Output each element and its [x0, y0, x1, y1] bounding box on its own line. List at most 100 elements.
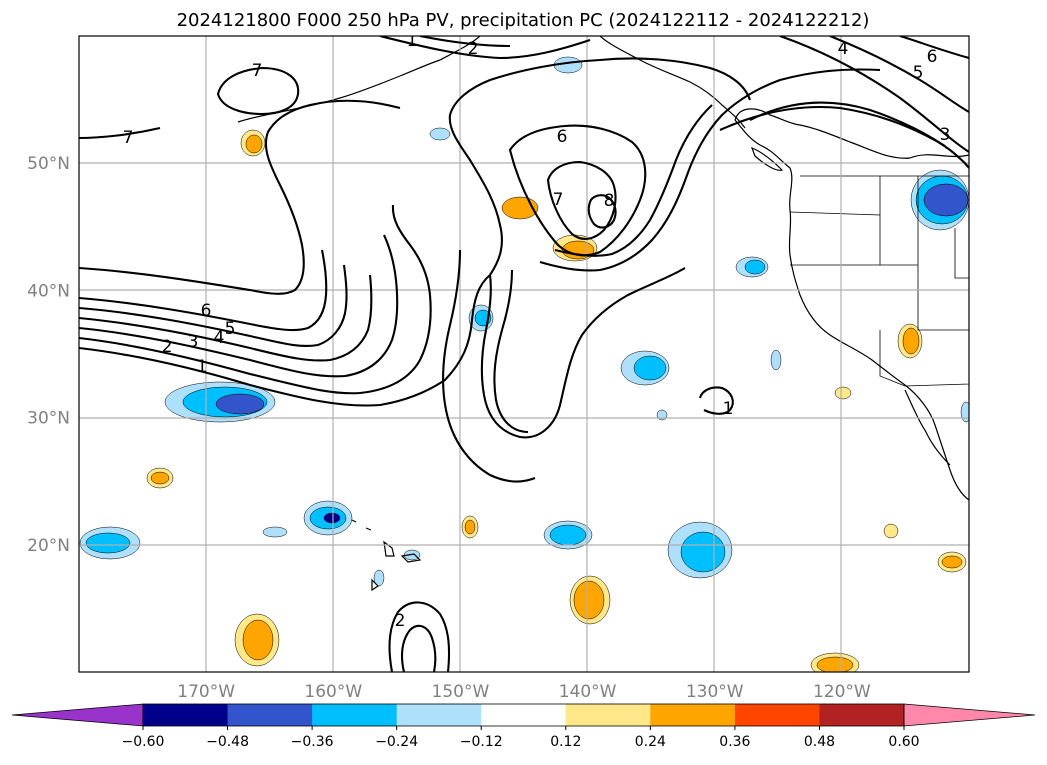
y-axis-ticks: 50°N 40°N 30°N 20°N — [27, 154, 70, 556]
colorbar-frame — [142, 703, 905, 727]
x-tick-label: 170°W — [177, 682, 235, 702]
colorbar-tick-label: −0.24 — [375, 734, 418, 750]
pv-contour-ne-2 — [719, 105, 946, 147]
colorbar-tick-label: 0.24 — [635, 734, 666, 750]
precip-patch — [960, 401, 969, 423]
precip-patch — [464, 519, 476, 535]
colorbar — [11, 703, 1036, 727]
colorbar-tick-label: −0.60 — [122, 734, 165, 750]
precip-patch — [549, 524, 587, 546]
colorbar-bin — [819, 704, 905, 726]
hawaii-islands — [351, 519, 422, 592]
colorbar-tick-label: 0.60 — [888, 734, 919, 750]
contour-label: 7 — [123, 128, 134, 148]
pv-contour-7b — [79, 126, 161, 140]
colorbar-tick-label: −0.12 — [460, 734, 503, 750]
coastlines — [237, 36, 969, 592]
pv-contour-4 — [79, 274, 373, 362]
x-tick-label: 160°W — [304, 682, 362, 702]
pv-contour-ne-4 — [779, 36, 969, 153]
colorbar-bin — [734, 704, 820, 726]
precip-patch — [262, 526, 288, 538]
baja-california — [904, 389, 951, 466]
chart-title: 2024121800 F000 250 hPa PV, precipitatio… — [177, 10, 870, 31]
pv-contour-trough-2 — [493, 269, 529, 434]
precip-patch — [323, 512, 341, 524]
pv-contour-6 — [79, 249, 328, 332]
contour-label: 3 — [188, 332, 199, 352]
contour-label: 8 — [604, 191, 615, 211]
pv-contour-ne-6 — [899, 36, 969, 60]
precip-patch — [923, 183, 969, 217]
colorbar-extend-low — [11, 703, 144, 727]
pv-contour-6b — [79, 99, 401, 295]
precip-patch — [403, 549, 421, 561]
pv-contour-ridge-2 — [554, 104, 713, 257]
contour-label: 7 — [252, 61, 263, 81]
precip-patch — [834, 386, 852, 400]
precip-patch — [150, 471, 170, 485]
colorbar-bin — [565, 704, 651, 726]
contour-label: 7 — [553, 190, 564, 210]
contour-label: 4 — [214, 328, 225, 348]
precip-patch — [680, 531, 726, 573]
contour-label: 2 — [162, 337, 173, 357]
colorbar-bin — [312, 704, 398, 726]
pv-contour-bottom-1 — [388, 601, 451, 672]
pv-contour-7 — [216, 66, 300, 116]
alaska-coast — [599, 36, 746, 129]
precip-patch — [902, 327, 920, 355]
colorbar-tick-label: 0.12 — [550, 734, 581, 750]
precip-patch — [429, 127, 451, 141]
contour-label: 4 — [838, 39, 849, 59]
pv-contour-trough-3 — [442, 249, 536, 483]
contour-label: 6 — [927, 47, 938, 67]
colorbar-bin — [396, 704, 482, 726]
precip-patch — [816, 656, 854, 672]
pv-contour-bottom-2 — [400, 624, 437, 672]
pv-contour-ne-5 — [829, 36, 969, 113]
contour-label: 1 — [723, 399, 734, 419]
pv-contour-3 — [79, 234, 399, 378]
pv-contour-1 — [79, 274, 491, 407]
precip-patch — [85, 532, 131, 554]
contour-label: 1 — [407, 31, 418, 51]
precip-patch — [373, 569, 385, 587]
x-tick-label: 130°W — [686, 682, 744, 702]
contour-label: 3 — [940, 125, 951, 145]
colorbar-bin — [481, 704, 567, 726]
north-america-coast — [734, 108, 969, 501]
pv-contour-1b — [448, 57, 751, 276]
pv-contour-5 — [79, 264, 348, 348]
contour-label: 6 — [201, 301, 212, 321]
colorbar-bin — [650, 704, 736, 726]
precip-patch — [573, 580, 605, 620]
precip-patch — [242, 619, 274, 661]
pv-contour-ridge-1 — [539, 68, 881, 272]
y-tick-label: 40°N — [27, 281, 70, 301]
colorbar-tick-label: −0.36 — [291, 734, 334, 750]
pv-contour-cutoff-1 — [698, 386, 734, 415]
contour-label: 6 — [557, 127, 568, 147]
x-tick-label: 120°W — [813, 682, 871, 702]
contour-label: 5 — [913, 63, 924, 83]
colorbar-tick-label: 0.36 — [719, 734, 750, 750]
vancouver-island — [750, 146, 784, 171]
colorbar-extend-high — [903, 703, 1036, 727]
colorbar-bin — [143, 704, 229, 726]
pv-contour-top-2 — [379, 36, 591, 60]
precip-patch — [941, 555, 963, 569]
contour-label: 2 — [395, 611, 406, 631]
y-tick-label: 30°N — [27, 409, 70, 429]
pv-contour-6c — [508, 124, 647, 257]
colorbar-tick-label: −0.48 — [206, 734, 249, 750]
precip-patch — [245, 134, 263, 154]
pv-contour-8 — [587, 194, 617, 229]
colorbar-tick-label: 0.48 — [804, 734, 835, 750]
grid-lines — [79, 36, 969, 672]
precip-patch — [770, 349, 782, 371]
colorbar-bin — [227, 704, 313, 726]
